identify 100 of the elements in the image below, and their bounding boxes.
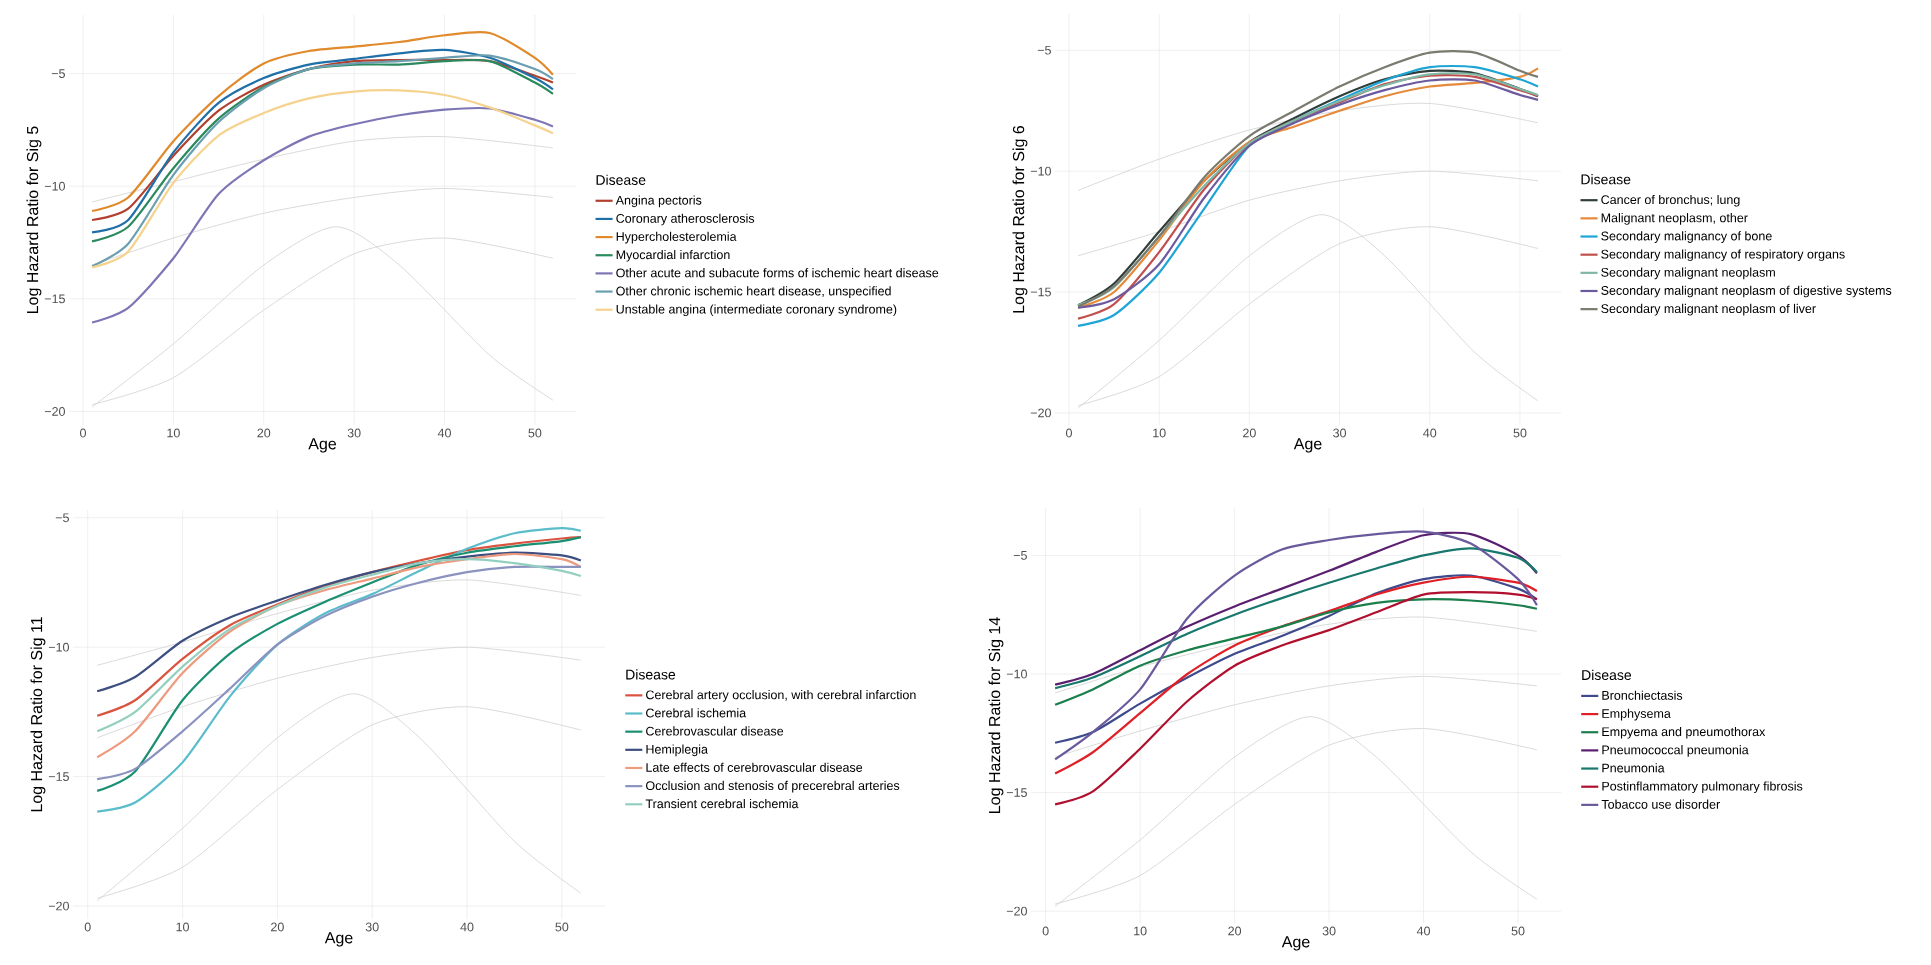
legend-label: Secondary malignant neoplasm [1601,267,1775,280]
x-axis-title: Age [308,438,337,453]
x-tick-label: 50 [555,922,569,932]
y-tick-label: −5 [1037,45,1051,55]
x-tick-label: 10 [1153,428,1166,438]
line-series [1054,598,1539,706]
line-series [90,106,555,324]
x-tick-label: 20 [271,922,284,932]
legend-label: Angina pectoris [615,195,702,208]
y-tick-label: −20 [1006,906,1027,916]
legend-label: Myocardial infarction [616,249,730,262]
legend-label: Coronary atherosclerosis [616,213,755,226]
x-tick-label: 50 [1511,926,1525,936]
x-tick-label: 40 [1416,926,1431,936]
x-tick-label: 20 [1228,926,1242,936]
x-tick-label: 50 [528,428,542,438]
legend-label: Hypercholesterolemia [616,231,737,244]
line-series [1054,591,1539,806]
x-tick-label: 10 [176,922,189,932]
legend-label: Tobacco use disorder [1601,799,1720,809]
legend-label: Transient cerebral ischemia [645,799,799,809]
y-tick-label: −10 [1006,669,1027,679]
legend-label: Late effects of cerebrovascular disease [646,762,863,772]
x-axis-title: Age [324,932,353,947]
line-series [91,136,554,203]
x-tick-label: 10 [1134,926,1147,936]
y-tick-label: −10 [48,642,69,652]
y-tick-label: −15 [48,772,69,781]
y-tick-label: −15 [1006,788,1027,797]
line-series [91,188,554,266]
line-series [96,579,582,666]
y-tick-label: −20 [1030,408,1051,418]
line-series [1054,574,1539,744]
x-tick-label: 0 [1066,428,1072,438]
legend-label: Other acute and subacute forms of ischemic heart disease [616,268,939,278]
x-tick-label: 10 [167,428,180,438]
line-series [90,89,555,269]
legend-label: Secondary malignancy of respiratory organs [1601,249,1845,262]
legend-title: Disease [1581,174,1631,185]
legend-title: Disease [596,174,646,185]
x-tick-label: 20 [1243,428,1256,438]
line-series [1077,170,1539,257]
x-tick-label: 0 [84,922,91,932]
legend-title: Disease [626,669,676,680]
x-tick-label: 0 [80,428,86,438]
legend-label: Occlusion and stenosis of precerebral arteries [646,780,900,793]
x-axis-title: Age [1293,438,1322,453]
legend-label: Cerebral artery occlusion, with cerebral infarction [646,690,916,702]
legend-title: Disease [1582,669,1632,681]
y-axis-title: Log Hazard Ratio for Sig 11 [30,617,46,812]
line-series [1077,102,1539,191]
legend-label: Pneumonia [1602,763,1665,773]
y-tick-label: −10 [44,181,65,191]
legend-label: Other chronic ischemic heart disease, unspecified [616,286,891,298]
legend-label: Empyema and pneumothorax [1602,726,1766,739]
line-series [90,30,555,213]
y-tick-label: −20 [44,407,65,416]
y-tick-label: −15 [44,294,65,304]
y-tick-label: −5 [51,69,65,78]
x-axis-title: Age [1281,936,1310,951]
y-tick-label: −5 [55,513,69,523]
x-tick-label: 50 [1513,428,1527,438]
legend-label: Postinflammatory pulmonary fibrosis [1602,781,1803,794]
line-series [1054,675,1538,758]
x-tick-label: 30 [1322,926,1336,936]
x-tick-label: 40 [437,428,451,438]
y-tick-label: −10 [1030,166,1051,176]
line-series [96,552,582,759]
legend-label: Malignant neoplasm, other [1601,213,1748,225]
y-axis-title: Log Hazard Ratio for Sig 5 [26,126,42,313]
legend-label: Bronchiectasis [1602,690,1683,700]
x-tick-label: 0 [1042,926,1049,936]
y-axis-title: Log Hazard Ratio for Sig 14 [988,617,1004,813]
legend-label: Cerebrovascular disease [646,726,784,736]
x-tick-label: 40 [460,922,474,932]
legend-label: Emphysema [1602,708,1671,721]
line-series [96,646,582,739]
x-tick-label: 40 [1423,428,1437,438]
y-axis-title: Log Hazard Ratio for Sig 6 [1012,125,1028,313]
x-tick-label: 20 [257,428,271,438]
x-tick-label: 30 [347,428,361,438]
legend-label: Pneumococcal pneumonia [1602,745,1749,757]
line-series [1054,575,1539,775]
line-series [1054,530,1539,761]
legend-label: Cerebral ischemia [646,708,747,718]
line-series [96,565,582,781]
legend-label: Secondary malignancy of bone [1601,231,1772,243]
legend-label: Secondary malignant neoplasm of liver [1601,303,1816,316]
line-series [96,558,582,733]
y-tick-label: −5 [1013,551,1027,560]
line-series [96,551,582,693]
line-series [1054,616,1538,694]
legend-label: Cancer of bronchus; lung [1601,194,1740,207]
x-tick-label: 30 [365,922,379,932]
legend-label: Hemiplegia [646,744,708,757]
x-tick-label: 30 [1333,428,1347,438]
legend-label: Secondary malignant neoplasm of digestive systems [1601,285,1892,298]
line-series [96,536,582,717]
y-tick-label: −15 [1030,287,1051,297]
legend-label: Unstable angina (intermediate coronary syndrome) [616,304,897,317]
